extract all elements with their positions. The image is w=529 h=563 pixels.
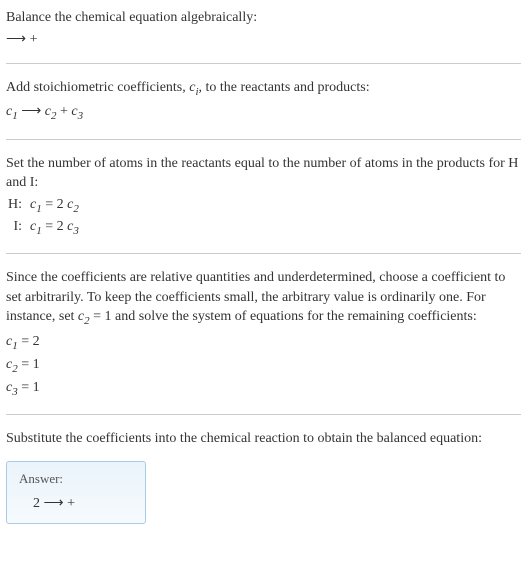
answer-content: 2 ⟶ + xyxy=(19,494,133,514)
row-h-eq: c1 = 2 c2 xyxy=(28,195,81,217)
i-eq: = 2 xyxy=(42,219,67,234)
answer-box: Answer: 2 ⟶ + xyxy=(6,461,146,525)
cf2v: = 1 xyxy=(18,357,40,372)
arrow: ⟶ xyxy=(18,104,45,119)
coeff-row: c2 = 1 xyxy=(6,355,521,377)
para-b: = 1 and solve the system of equations fo… xyxy=(90,309,477,324)
c3-sub: 3 xyxy=(78,110,84,122)
section-atoms: Set the number of atoms in the reactants… xyxy=(6,154,521,240)
section1-reaction: ⟶ + xyxy=(6,30,521,50)
cf1v: = 2 xyxy=(18,334,40,349)
table-row: I: c1 = 2 c3 xyxy=(6,217,81,239)
atoms-table: H: c1 = 2 c2 I: c1 = 2 c3 xyxy=(6,195,81,239)
coeff-row: c3 = 1 xyxy=(6,378,521,400)
section-substitute: Substitute the coefficients into the che… xyxy=(6,429,521,449)
row-label-i: I: xyxy=(6,217,28,239)
row-i-eq: c1 = 2 c3 xyxy=(28,217,81,239)
coeff-row: c1 = 2 xyxy=(6,332,521,354)
divider-3 xyxy=(6,253,521,254)
h-eq: = 2 xyxy=(42,197,67,212)
section-solve: Since the coefficients are relative quan… xyxy=(6,268,521,400)
section-balance: Balance the chemical equation algebraica… xyxy=(6,8,521,49)
section5-title: Substitute the coefficients into the che… xyxy=(6,429,521,449)
h-c2s: 2 xyxy=(73,203,79,215)
divider-1 xyxy=(6,63,521,64)
section3-title: Set the number of atoms in the reactants… xyxy=(6,154,521,193)
divider-2 xyxy=(6,139,521,140)
plus: + xyxy=(57,104,72,119)
section2-title-b: , to the reactants and products: xyxy=(199,80,370,95)
section2-title-a: Add stoichiometric coefficients, xyxy=(6,80,189,95)
section-stoich: Add stoichiometric coefficients, ci, to … xyxy=(6,78,521,124)
section2-title: Add stoichiometric coefficients, ci, to … xyxy=(6,78,521,100)
section2-equation: c1 ⟶ c2 + c3 xyxy=(6,102,521,124)
i-c2s: 3 xyxy=(73,225,79,237)
answer-label: Answer: xyxy=(19,470,133,488)
section4-para: Since the coefficients are relative quan… xyxy=(6,268,521,329)
row-label-h: H: xyxy=(6,195,28,217)
section1-title: Balance the chemical equation algebraica… xyxy=(6,8,521,28)
cf3v: = 1 xyxy=(18,380,40,395)
divider-4 xyxy=(6,414,521,415)
table-row: H: c1 = 2 c2 xyxy=(6,195,81,217)
coeff-list: c1 = 2 c2 = 1 c3 = 1 xyxy=(6,332,521,401)
